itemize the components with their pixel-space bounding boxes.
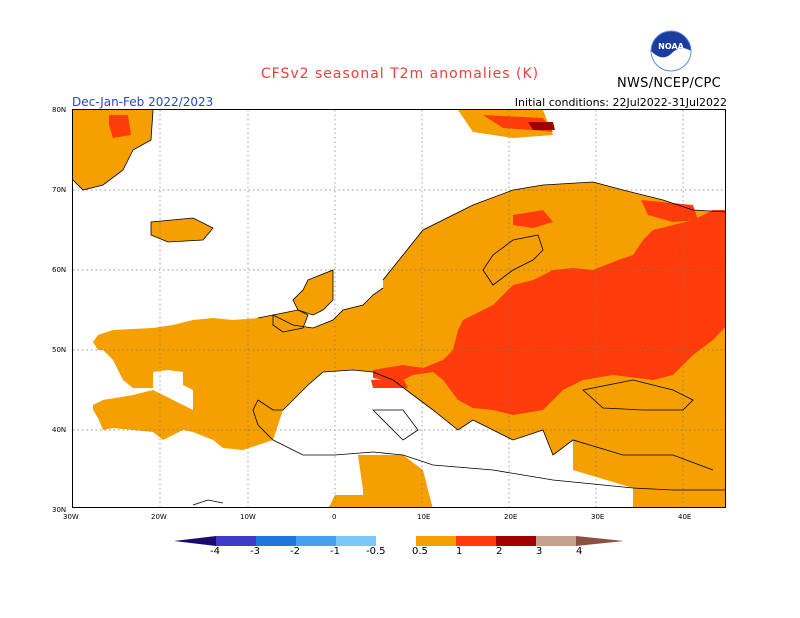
svalbard-darkred-region — [528, 122, 555, 130]
lat-label-60n: 60N — [52, 266, 67, 274]
lon-label-30w: 30W — [63, 513, 79, 521]
greenland-region — [73, 110, 153, 190]
colorbar-label-minus3: -3 — [250, 546, 260, 557]
north-russia-red-region — [641, 200, 698, 222]
lat-label-40n: 40N — [52, 426, 67, 434]
lat-label-30n: 30N — [52, 506, 67, 514]
greenland-red-region — [109, 115, 131, 138]
map-gridlines — [73, 110, 725, 507]
colorbar-segment-minus4-minus3 — [216, 536, 256, 546]
lon-label-40e: 40E — [678, 513, 692, 521]
lat-label-70n: 70N — [52, 186, 67, 194]
north-africa-region — [358, 455, 433, 507]
eastern-europe-red-region — [373, 210, 725, 415]
colorbar-segment-below-minus4 — [174, 536, 216, 546]
anomaly-darkred-layer — [528, 122, 555, 130]
colorbar-label-3: 3 — [536, 546, 543, 557]
initial-conditions-label: Initial conditions: 22Jul2022-31Jul2022 — [514, 96, 727, 109]
chart-title: CFSv2 seasonal T2m anomalies (K) — [260, 66, 540, 82]
anomaly-map — [72, 109, 726, 508]
anomaly-red-layer — [109, 115, 725, 415]
colorbar-segment-minus2-minus1 — [296, 536, 336, 546]
colorbar-segment-2-3 — [496, 536, 536, 546]
coastlines — [73, 110, 725, 506]
colorbar-label-05: 0.5 — [412, 546, 428, 557]
colorbar-segment-05-1 — [416, 536, 456, 546]
colorbar-segment-minus3-minus2 — [256, 536, 296, 546]
morocco-region — [329, 495, 363, 507]
lon-label-20w: 20W — [151, 513, 167, 521]
lat-label-80n: 80N — [52, 106, 67, 114]
agency-label: NWS/NCEP/CPC — [617, 76, 722, 91]
season-label: Dec-Jan-Feb 2022/2023 — [72, 95, 214, 109]
lon-label-0: 0 — [332, 513, 337, 521]
noaa-logo: NOAA — [650, 30, 692, 72]
iceland-region — [151, 218, 213, 242]
lon-label-30e: 30E — [591, 513, 605, 521]
noaa-logo-text: NOAA — [658, 42, 684, 51]
colorbar-label-minus1: -1 — [330, 546, 340, 557]
colorbar-label-minus05: -0.5 — [366, 546, 386, 557]
anomaly-map-svg — [73, 110, 725, 507]
alps-red-region — [371, 378, 408, 388]
colorbar-label-4: 4 — [576, 546, 583, 557]
colorbar-segment-neutral — [376, 536, 416, 546]
colorbar — [174, 536, 624, 546]
colorbar-label-1: 1 — [456, 546, 463, 557]
colorbar-segment-minus1-minus05 — [336, 536, 376, 546]
ireland-region — [273, 310, 308, 332]
anomaly-orange-layer — [73, 110, 725, 507]
lon-label-20e: 20E — [504, 513, 518, 521]
british-isles-region — [293, 270, 333, 315]
colorbar-label-2: 2 — [496, 546, 503, 557]
colorbar-segment-above-4 — [576, 536, 624, 546]
colorbar-segment-3-4 — [536, 536, 576, 546]
colorbar-segment-1-2 — [456, 536, 496, 546]
colorbar-label-minus4: -4 — [210, 546, 220, 557]
europe-orange-region — [93, 182, 725, 507]
lat-label-50n: 50N — [52, 346, 67, 354]
lon-label-10w: 10W — [240, 513, 256, 521]
colorbar-label-minus2: -2 — [290, 546, 300, 557]
middle-east-region — [573, 428, 725, 507]
finland-red-region — [513, 210, 553, 228]
lon-label-10e: 10E — [417, 513, 431, 521]
